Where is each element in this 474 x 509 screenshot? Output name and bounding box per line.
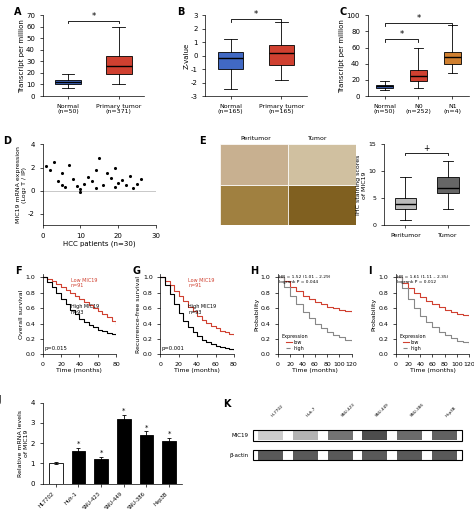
Text: Hep3B: Hep3B: [445, 405, 457, 418]
PathPatch shape: [218, 51, 243, 69]
Y-axis label: Relative mRNA levels
of MIC19: Relative mRNA levels of MIC19: [18, 410, 29, 477]
Y-axis label: Recurrence-free survival: Recurrence-free survival: [137, 275, 141, 353]
Bar: [117, 419, 131, 484]
Point: [118, 176, 126, 184]
Bar: [219, 185, 288, 225]
Text: *: *: [254, 10, 258, 19]
Point: [73, 182, 81, 190]
Point: [69, 175, 77, 183]
Text: Peritumor: Peritumor: [240, 136, 271, 141]
Text: p=0.015: p=0.015: [44, 346, 67, 351]
Y-axis label: Transcript per million: Transcript per million: [339, 19, 345, 93]
Point: [77, 188, 84, 196]
Bar: [432, 432, 457, 440]
Text: SNU-386: SNU-386: [410, 402, 425, 418]
Point: [126, 172, 134, 180]
Point: [62, 183, 69, 191]
Bar: [328, 451, 353, 460]
Text: *: *: [145, 425, 148, 430]
Text: *: *: [122, 408, 126, 414]
Text: SNU-423: SNU-423: [340, 402, 356, 418]
Y-axis label: Transcript per million: Transcript per million: [18, 19, 25, 93]
Text: Low MIC19
n=91: Low MIC19 n=91: [188, 278, 215, 289]
Bar: [253, 450, 462, 461]
Point: [92, 166, 100, 174]
Text: MIC19: MIC19: [232, 433, 249, 438]
Point: [88, 177, 96, 185]
Point: [58, 169, 65, 177]
Text: +: +: [423, 144, 430, 153]
Point: [54, 177, 62, 185]
Text: *: *: [416, 14, 420, 23]
Bar: [258, 432, 283, 440]
PathPatch shape: [437, 177, 458, 193]
Text: G: G: [132, 266, 140, 275]
Point: [92, 184, 100, 192]
Text: F: F: [15, 266, 21, 275]
Point: [84, 173, 92, 181]
Point: [111, 183, 118, 191]
Text: High MIC19
n=93: High MIC19 n=93: [188, 304, 217, 315]
Point: [111, 163, 118, 172]
Bar: [219, 145, 288, 185]
Text: HL7702: HL7702: [271, 404, 284, 418]
PathPatch shape: [444, 51, 461, 64]
Y-axis label: Probability: Probability: [254, 297, 259, 331]
Text: I: I: [368, 266, 371, 275]
Bar: [140, 435, 153, 484]
X-axis label: Time (months): Time (months): [292, 369, 338, 374]
Bar: [258, 451, 283, 460]
Text: *: *: [167, 431, 171, 437]
Text: Low MIC19
n=91: Low MIC19 n=91: [71, 278, 97, 289]
Point: [46, 166, 54, 174]
Point: [81, 180, 88, 188]
Point: [43, 162, 50, 171]
Point: [77, 185, 84, 193]
Point: [115, 179, 122, 187]
X-axis label: Time (months): Time (months): [410, 369, 456, 374]
Y-axis label: MIC19 mRNA expression
(Log₂ T / IP): MIC19 mRNA expression (Log₂ T / IP): [16, 147, 27, 223]
Point: [50, 158, 58, 166]
Bar: [363, 432, 387, 440]
Text: B: B: [177, 7, 184, 17]
Text: Huh-7: Huh-7: [305, 406, 317, 418]
PathPatch shape: [55, 80, 81, 84]
Text: *: *: [400, 31, 404, 40]
Text: HR = 1.61 (1.11 – 2.35)
logrank P = 0.012: HR = 1.61 (1.11 – 2.35) logrank P = 0.01…: [397, 275, 448, 284]
Bar: [163, 441, 176, 484]
Point: [133, 180, 141, 188]
X-axis label: HCC patients (n=30): HCC patients (n=30): [63, 240, 136, 247]
Bar: [253, 431, 462, 441]
PathPatch shape: [410, 70, 427, 81]
Bar: [49, 463, 63, 484]
Legend: low, high: low, high: [281, 333, 309, 352]
Text: *: *: [100, 449, 103, 456]
PathPatch shape: [106, 55, 131, 74]
X-axis label: Time (months): Time (months): [174, 369, 220, 374]
X-axis label: Time (months): Time (months): [56, 369, 102, 374]
Point: [103, 169, 111, 177]
Bar: [94, 459, 108, 484]
Bar: [253, 450, 462, 461]
Y-axis label: Probability: Probability: [372, 297, 377, 331]
Text: p=0.001: p=0.001: [162, 346, 185, 351]
Point: [137, 175, 145, 183]
Text: *: *: [91, 12, 96, 21]
Point: [58, 181, 65, 189]
Text: SNU-449: SNU-449: [375, 403, 390, 418]
Y-axis label: Z-value: Z-value: [183, 43, 189, 69]
Text: High MIC19
n=93: High MIC19 n=93: [71, 304, 99, 315]
Point: [96, 154, 103, 162]
Point: [129, 184, 137, 192]
Bar: [432, 451, 457, 460]
Y-axis label: IHC staining scores
of MIC19: IHC staining scores of MIC19: [356, 155, 367, 215]
Point: [107, 174, 115, 182]
Bar: [328, 432, 353, 440]
Y-axis label: Overall survival: Overall survival: [19, 289, 24, 338]
Text: E: E: [199, 136, 206, 147]
PathPatch shape: [269, 45, 294, 65]
Bar: [397, 432, 422, 440]
Text: *: *: [77, 441, 80, 447]
Point: [65, 161, 73, 169]
Text: A: A: [14, 7, 22, 17]
